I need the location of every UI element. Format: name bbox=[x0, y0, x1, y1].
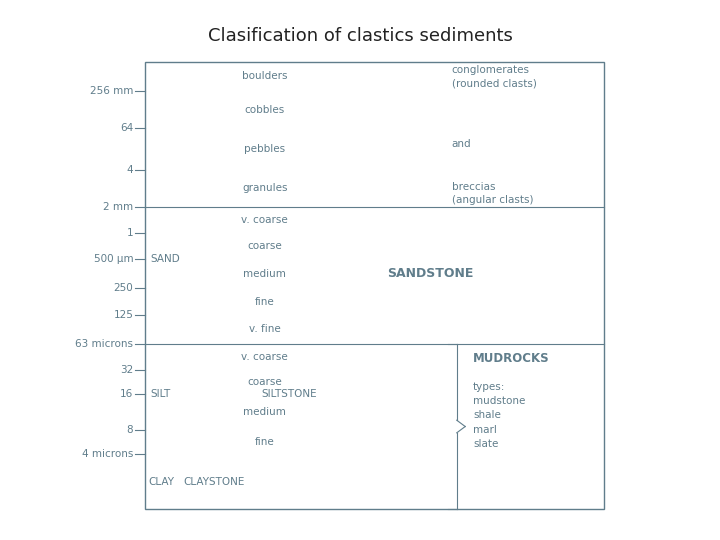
Text: coarse: coarse bbox=[247, 376, 282, 387]
Text: 2 mm: 2 mm bbox=[103, 202, 133, 212]
Text: 32: 32 bbox=[120, 365, 133, 375]
Text: coarse: coarse bbox=[247, 241, 282, 251]
Text: 8: 8 bbox=[127, 426, 133, 435]
Text: 125: 125 bbox=[114, 310, 133, 320]
Text: MUDROCKS: MUDROCKS bbox=[473, 352, 549, 365]
Text: 4: 4 bbox=[127, 165, 133, 175]
Text: conglomerates
(rounded clasts): conglomerates (rounded clasts) bbox=[451, 65, 536, 88]
Text: types:
mudstone
shale
marl
slate: types: mudstone shale marl slate bbox=[473, 382, 526, 449]
Text: fine: fine bbox=[255, 437, 274, 447]
Text: fine: fine bbox=[255, 296, 274, 307]
Text: medium: medium bbox=[243, 269, 286, 279]
Bar bbox=[145, 62, 603, 509]
Text: pebbles: pebbles bbox=[244, 144, 285, 154]
Text: SANDSTONE: SANDSTONE bbox=[387, 267, 474, 280]
Text: Clasification of clastics sediments: Clasification of clastics sediments bbox=[207, 27, 513, 45]
Text: CLAYSTONE: CLAYSTONE bbox=[184, 477, 245, 487]
Text: CLAY: CLAY bbox=[148, 477, 174, 487]
Text: SAND: SAND bbox=[150, 254, 180, 265]
Text: breccias
(angular clasts): breccias (angular clasts) bbox=[451, 182, 534, 205]
Text: boulders: boulders bbox=[242, 71, 287, 82]
Text: v. coarse: v. coarse bbox=[241, 352, 288, 362]
Text: 64: 64 bbox=[120, 123, 133, 133]
Text: SILT: SILT bbox=[150, 389, 171, 399]
Text: 1: 1 bbox=[127, 228, 133, 238]
Text: v. fine: v. fine bbox=[249, 324, 281, 334]
Text: cobbles: cobbles bbox=[245, 105, 285, 114]
Text: and: and bbox=[451, 139, 472, 148]
Text: 16: 16 bbox=[120, 389, 133, 399]
Text: 500 μm: 500 μm bbox=[94, 254, 133, 265]
Text: 256 mm: 256 mm bbox=[90, 86, 133, 96]
Text: SILTSTONE: SILTSTONE bbox=[261, 389, 317, 399]
Text: v. coarse: v. coarse bbox=[241, 215, 288, 225]
Text: 63 microns: 63 microns bbox=[76, 339, 133, 349]
Text: medium: medium bbox=[243, 407, 286, 417]
Text: granules: granules bbox=[242, 184, 287, 193]
Text: 4 microns: 4 microns bbox=[82, 449, 133, 459]
Text: 250: 250 bbox=[114, 284, 133, 293]
